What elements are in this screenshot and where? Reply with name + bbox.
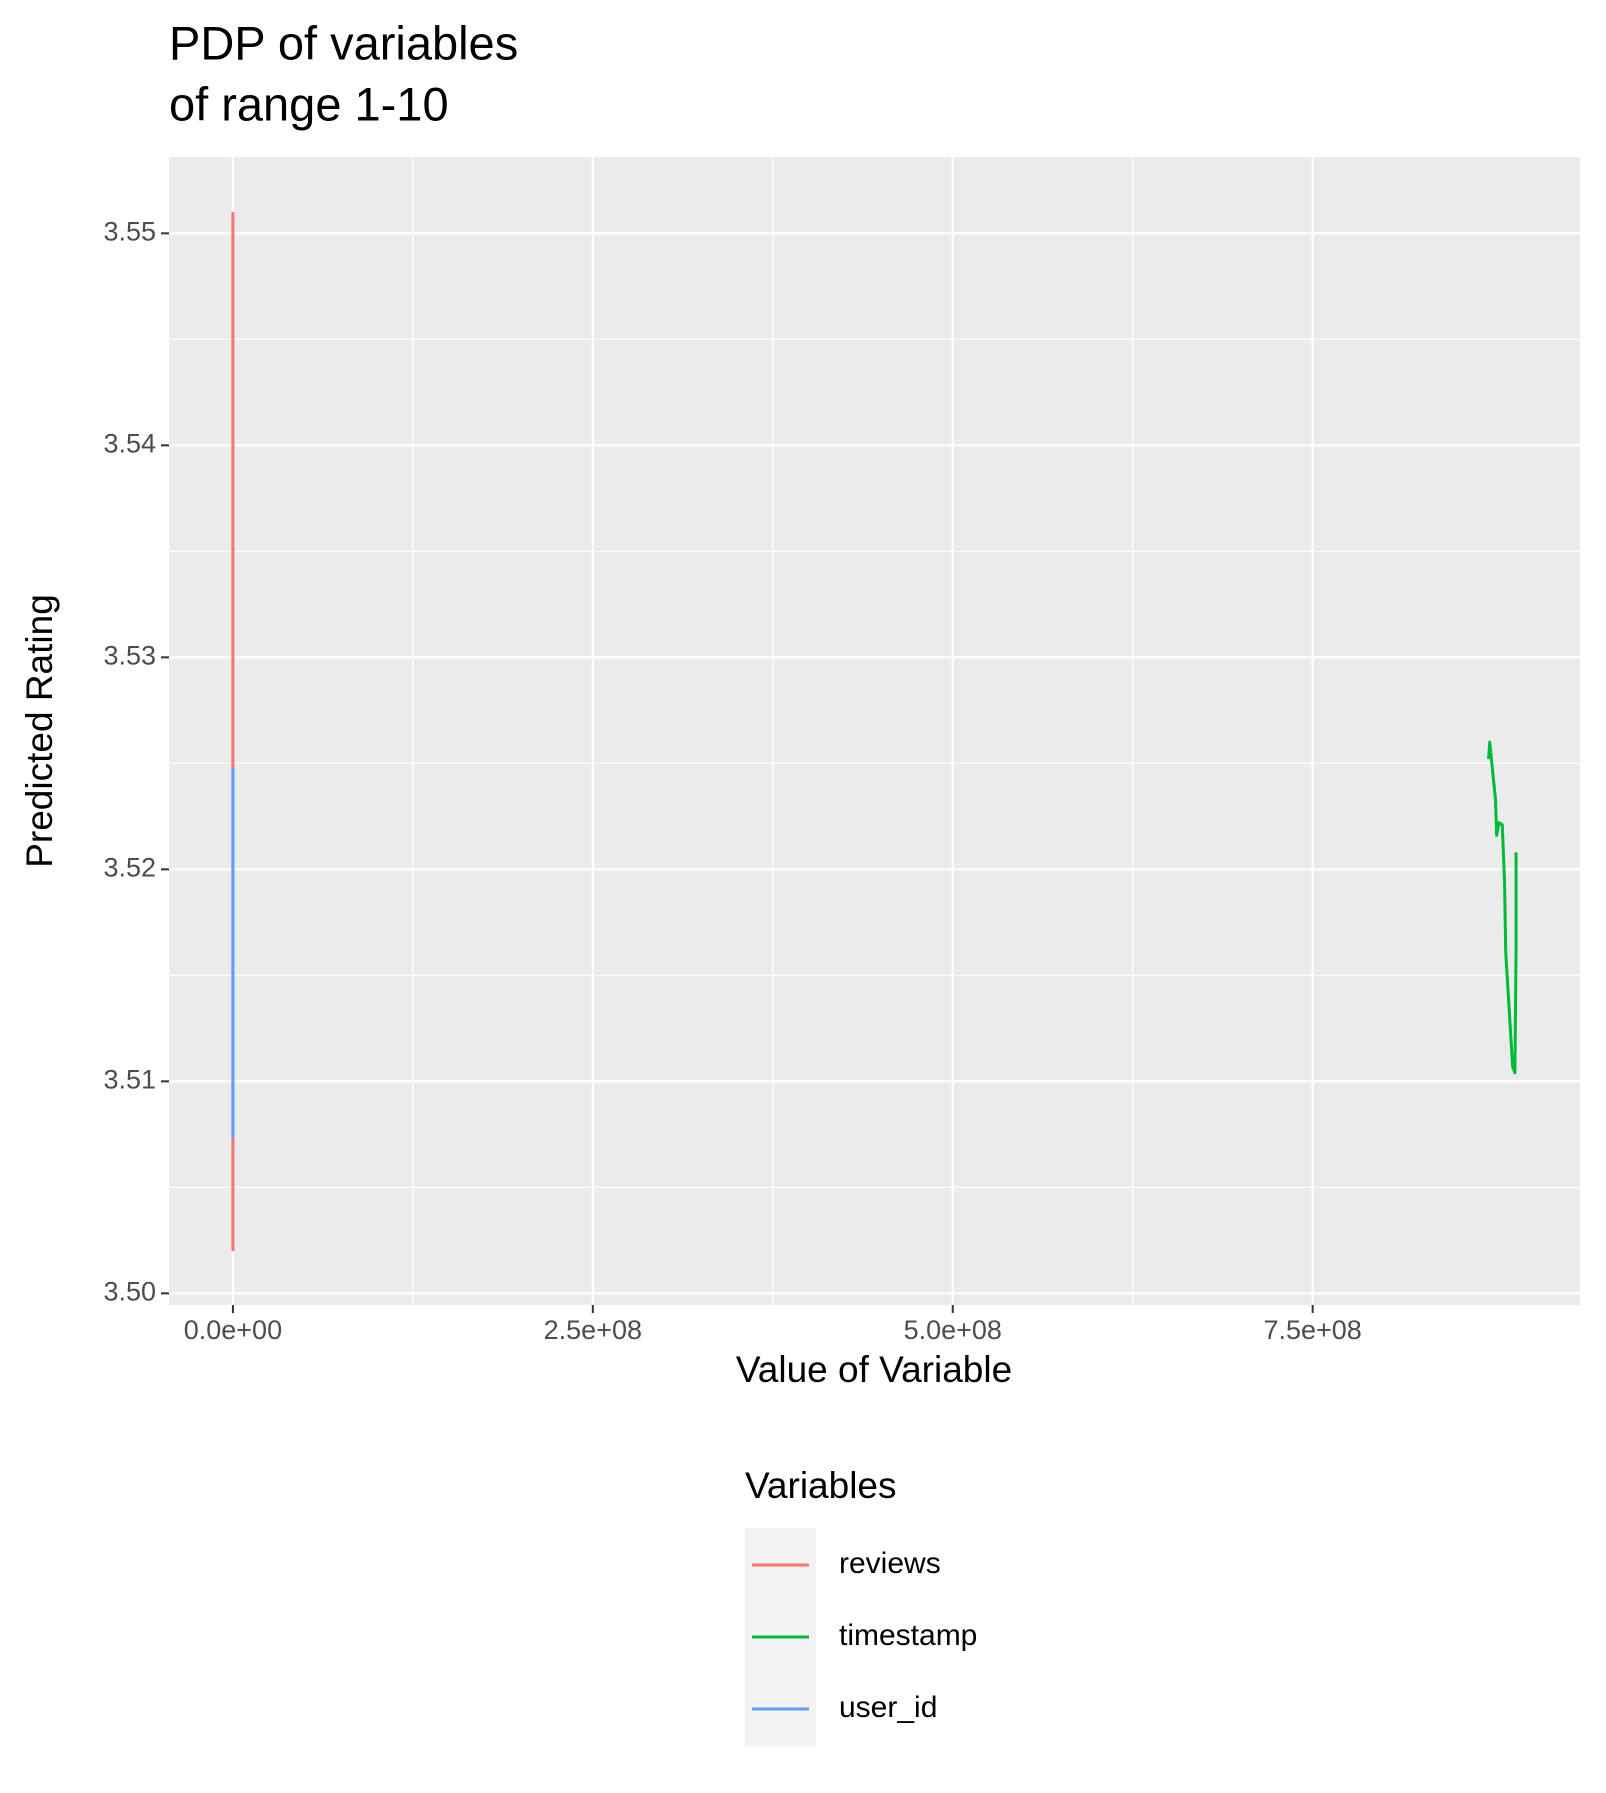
legend-label: timestamp <box>839 1619 977 1652</box>
x-tick-label: 5.0e+08 <box>904 1315 1002 1345</box>
y-tick-label: 3.55 <box>103 216 156 246</box>
y-tick-label: 3.52 <box>103 852 156 882</box>
x-tick-label: 2.5e+08 <box>544 1315 642 1345</box>
series-line <box>1487 740 1518 1075</box>
y-tick-label: 3.54 <box>103 428 156 458</box>
y-tick-label: 3.53 <box>103 640 156 670</box>
plot-panel <box>169 157 1580 1305</box>
y-tick-label: 3.50 <box>103 1276 156 1306</box>
legend-title: Variables <box>745 1465 897 1506</box>
chart-title: PDP of variables <box>169 16 518 69</box>
x-tick-label: 7.5e+08 <box>1263 1315 1361 1345</box>
legend-label: reviews <box>839 1547 941 1580</box>
x-tick-label: 0.0e+00 <box>184 1315 282 1345</box>
legend-label: user_id <box>839 1691 937 1724</box>
y-tick-label: 3.51 <box>103 1064 156 1094</box>
chart-title: of range 1-10 <box>169 77 449 130</box>
x-axis-title: Value of Variable <box>736 1349 1012 1390</box>
y-axis-title: Predicted Rating <box>19 594 60 868</box>
